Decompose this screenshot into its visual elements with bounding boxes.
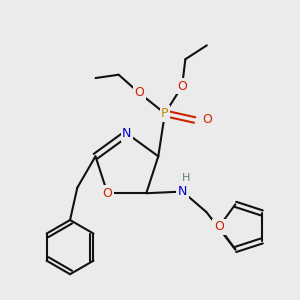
Text: O: O bbox=[177, 80, 187, 93]
Text: H: H bbox=[182, 173, 190, 183]
Text: O: O bbox=[103, 187, 112, 200]
Text: O: O bbox=[202, 113, 212, 127]
Text: O: O bbox=[134, 86, 144, 99]
Text: P: P bbox=[161, 107, 169, 120]
Text: O: O bbox=[214, 220, 224, 233]
Text: N: N bbox=[178, 185, 187, 198]
Text: N: N bbox=[122, 127, 132, 140]
